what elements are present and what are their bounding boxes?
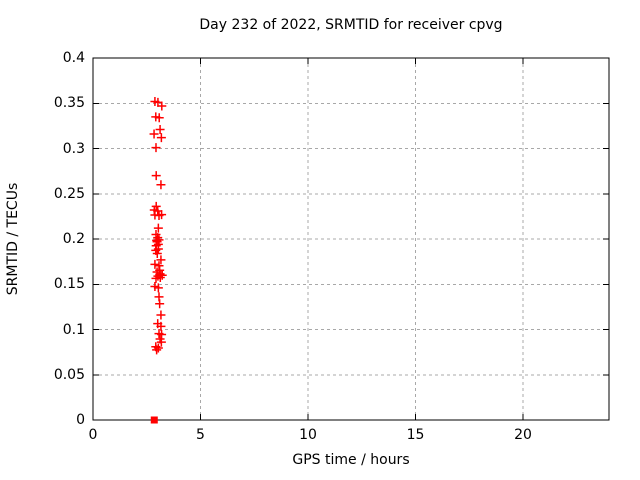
- y-tick-label: 0.4: [62, 50, 85, 66]
- data-point-marker: [150, 259, 160, 269]
- x-tick-label: 5: [196, 427, 205, 443]
- y-tick-label: 0: [76, 412, 85, 428]
- y-tick-label: 0.35: [53, 95, 85, 112]
- data-point-marker: [151, 171, 161, 181]
- x-axis-label: GPS time / hours: [292, 452, 410, 468]
- data-point-marker: [151, 143, 161, 153]
- data-point-square-marker: [150, 416, 158, 424]
- data-point-marker: [151, 273, 161, 283]
- data-point-marker: [155, 299, 165, 309]
- data-point-marker: [156, 321, 166, 331]
- data-point-marker: [157, 101, 167, 111]
- x-tick-label: 20: [514, 427, 532, 443]
- data-point-marker: [153, 283, 163, 293]
- data-point-marker: [153, 343, 163, 353]
- data-point-marker: [155, 124, 165, 134]
- data-point-marker: [149, 129, 159, 139]
- y-tick-label: 0.3: [62, 140, 85, 157]
- y-tick-label: 0.05: [53, 366, 85, 383]
- data-point-marker: [156, 337, 166, 347]
- data-point-marker: [156, 310, 166, 320]
- data-point-marker: [156, 255, 166, 265]
- chart-title: Day 232 of 2022, SRMTID for receiver cpv…: [199, 17, 503, 33]
- x-tick-label: 15: [406, 427, 425, 443]
- data-point-marker: [156, 133, 166, 143]
- x-tick-label: 10: [299, 427, 317, 443]
- y-tick-label: 0.25: [53, 185, 85, 202]
- y-tick-label: 0.15: [53, 276, 85, 293]
- y-tick-label: 0.1: [62, 321, 85, 338]
- data-point-marker: [157, 329, 167, 339]
- data-point-marker: [152, 248, 162, 258]
- data-point-marker: [156, 180, 166, 190]
- data-point-marker: [153, 271, 163, 281]
- data-point-marker: [153, 223, 163, 233]
- x-tick-label: 0: [88, 427, 98, 443]
- data-point-marker: [154, 210, 164, 220]
- data-point-marker: [154, 113, 164, 123]
- data-point-marker: [155, 272, 165, 282]
- data-point-marker: [152, 345, 162, 355]
- y-tick-label: 0.2: [62, 231, 85, 247]
